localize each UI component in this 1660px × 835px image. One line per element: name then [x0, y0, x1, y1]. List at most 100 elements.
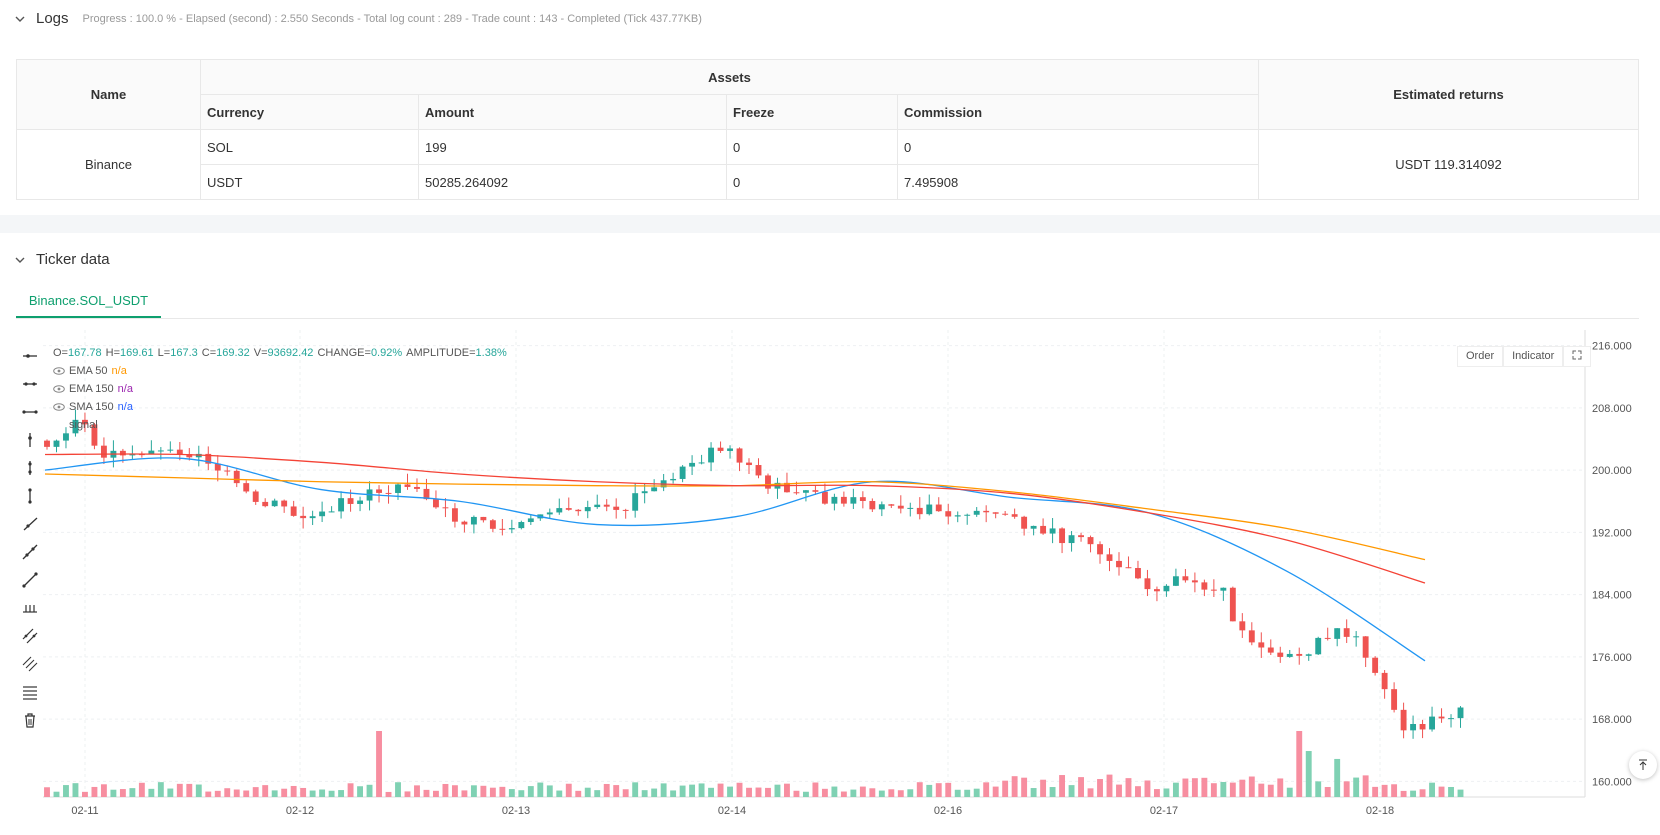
volume-bar: [319, 789, 326, 797]
fullscreen-icon[interactable]: [1563, 346, 1592, 367]
price-range-icon[interactable]: [18, 594, 42, 622]
volume-bar: [1277, 778, 1284, 797]
candle-body: [594, 504, 601, 508]
volume-bar: [689, 784, 696, 797]
candle-body: [1040, 525, 1047, 534]
volume-bar: [290, 785, 297, 797]
cell: 7.495908: [897, 164, 1259, 200]
vertical-line-icon[interactable]: [18, 454, 42, 482]
h-label: H=: [105, 347, 121, 359]
volume-bar: [1191, 778, 1198, 797]
candle-body: [53, 440, 60, 447]
candle-body: [850, 497, 857, 504]
volume-bar: [878, 790, 885, 797]
candle-body: [1097, 544, 1103, 555]
candle-body: [1419, 724, 1426, 730]
parallel-channel-icon[interactable]: [18, 622, 42, 650]
horizontal-ray-icon[interactable]: [18, 342, 42, 370]
scroll-top-button[interactable]: [1629, 751, 1657, 779]
trend-ray-icon[interactable]: [18, 510, 42, 538]
candle-body: [319, 511, 326, 517]
candle-body: [1011, 514, 1018, 517]
candle-body: [470, 516, 477, 525]
price-chart[interactable]: 216.000 208.000 200.000 192.000 184.000 176.0…: [0, 330, 1660, 830]
trend-line-icon[interactable]: [18, 538, 42, 566]
horizontal-segment-icon[interactable]: [18, 398, 42, 426]
chevron-down-icon[interactable]: [14, 254, 26, 266]
fib-channel-icon[interactable]: [18, 650, 42, 678]
drawing-toolbar: [18, 342, 42, 734]
tab-binance-sol-usdt[interactable]: Binance.SOL_USDT: [16, 284, 161, 318]
volume-bar: [1258, 783, 1265, 797]
ticker-header[interactable]: Ticker data: [14, 251, 110, 268]
legend-signal[interactable]: signal: [53, 416, 507, 434]
candle-body: [404, 484, 411, 487]
candle-body: [603, 504, 610, 507]
volume-bar: [546, 785, 553, 797]
low-value: 167.3: [170, 347, 198, 359]
candle-body: [290, 506, 297, 516]
volume-bar: [451, 785, 458, 797]
legend-ema150[interactable]: EMA 150 n/a: [53, 380, 507, 398]
candle-body: [414, 486, 420, 489]
returns-header: Estimated returns: [1258, 59, 1639, 130]
candle-body: [1153, 589, 1160, 592]
table-row: USDT 50285.264092 0 7.495908: [17, 164, 1639, 200]
volume-bar: [698, 783, 705, 797]
cell: 0: [726, 164, 898, 200]
volume-bar: [812, 782, 819, 797]
candle-body: [1391, 689, 1398, 710]
candle-body: [1116, 560, 1122, 568]
candle-body: [755, 465, 762, 476]
candle-body: [442, 507, 449, 509]
volume-bar: [888, 789, 895, 797]
volume-bar: [850, 789, 857, 797]
volume-bar: [983, 782, 990, 797]
trend-segment-icon[interactable]: [18, 566, 42, 594]
volume-bar: [347, 783, 354, 797]
volume-bar: [53, 791, 60, 797]
cell: SOL: [200, 129, 419, 165]
indicator-button[interactable]: Indicator: [1503, 346, 1564, 367]
arrow-up-icon: [1639, 759, 1647, 770]
volume-bar: [755, 787, 762, 797]
volume-bar: [1078, 777, 1084, 797]
candle-body: [1429, 716, 1435, 730]
volume-bar: [565, 783, 572, 797]
chevron-down-icon[interactable]: [14, 13, 26, 25]
volume-bar: [281, 788, 288, 797]
candle-body: [129, 454, 136, 456]
candle-body: [1277, 652, 1284, 657]
candle-body: [119, 450, 126, 456]
candle-body: [423, 488, 430, 500]
vertical-ray-icon[interactable]: [18, 426, 42, 454]
eye-icon[interactable]: [53, 385, 65, 393]
legend-sma150[interactable]: SMA 150 n/a: [53, 398, 507, 416]
candle-body: [72, 419, 79, 434]
volume-bar: [1343, 781, 1350, 797]
volume-bar: [470, 785, 477, 797]
candle-body: [1059, 528, 1066, 544]
horizontal-line-icon[interactable]: [18, 370, 42, 398]
volume-bar: [1239, 779, 1246, 797]
logs-header[interactable]: Logs Progress : 100.0 % - Elapsed (secon…: [14, 10, 702, 27]
volume-bar: [100, 784, 107, 797]
candle-body: [812, 490, 819, 492]
volume-bar: [1315, 781, 1322, 797]
y-tick-label: 208.000: [1592, 403, 1632, 415]
v-label: V=: [253, 347, 268, 359]
candle-body: [1239, 621, 1246, 631]
volume-bar: [916, 782, 923, 797]
eye-icon[interactable]: [53, 403, 65, 411]
fib-levels-icon[interactable]: [18, 678, 42, 706]
legend-ema50[interactable]: EMA 50 n/a: [53, 362, 507, 380]
volume-bar: [1324, 786, 1331, 797]
candle-body: [670, 478, 677, 481]
trash-icon[interactable]: [18, 706, 42, 734]
eye-icon[interactable]: [53, 367, 65, 375]
volume-bar: [1068, 785, 1075, 797]
order-button[interactable]: Order: [1457, 346, 1504, 367]
vertical-segment-icon[interactable]: [18, 482, 42, 510]
candle-body: [1324, 637, 1331, 639]
indicator-value: n/a: [117, 383, 133, 395]
